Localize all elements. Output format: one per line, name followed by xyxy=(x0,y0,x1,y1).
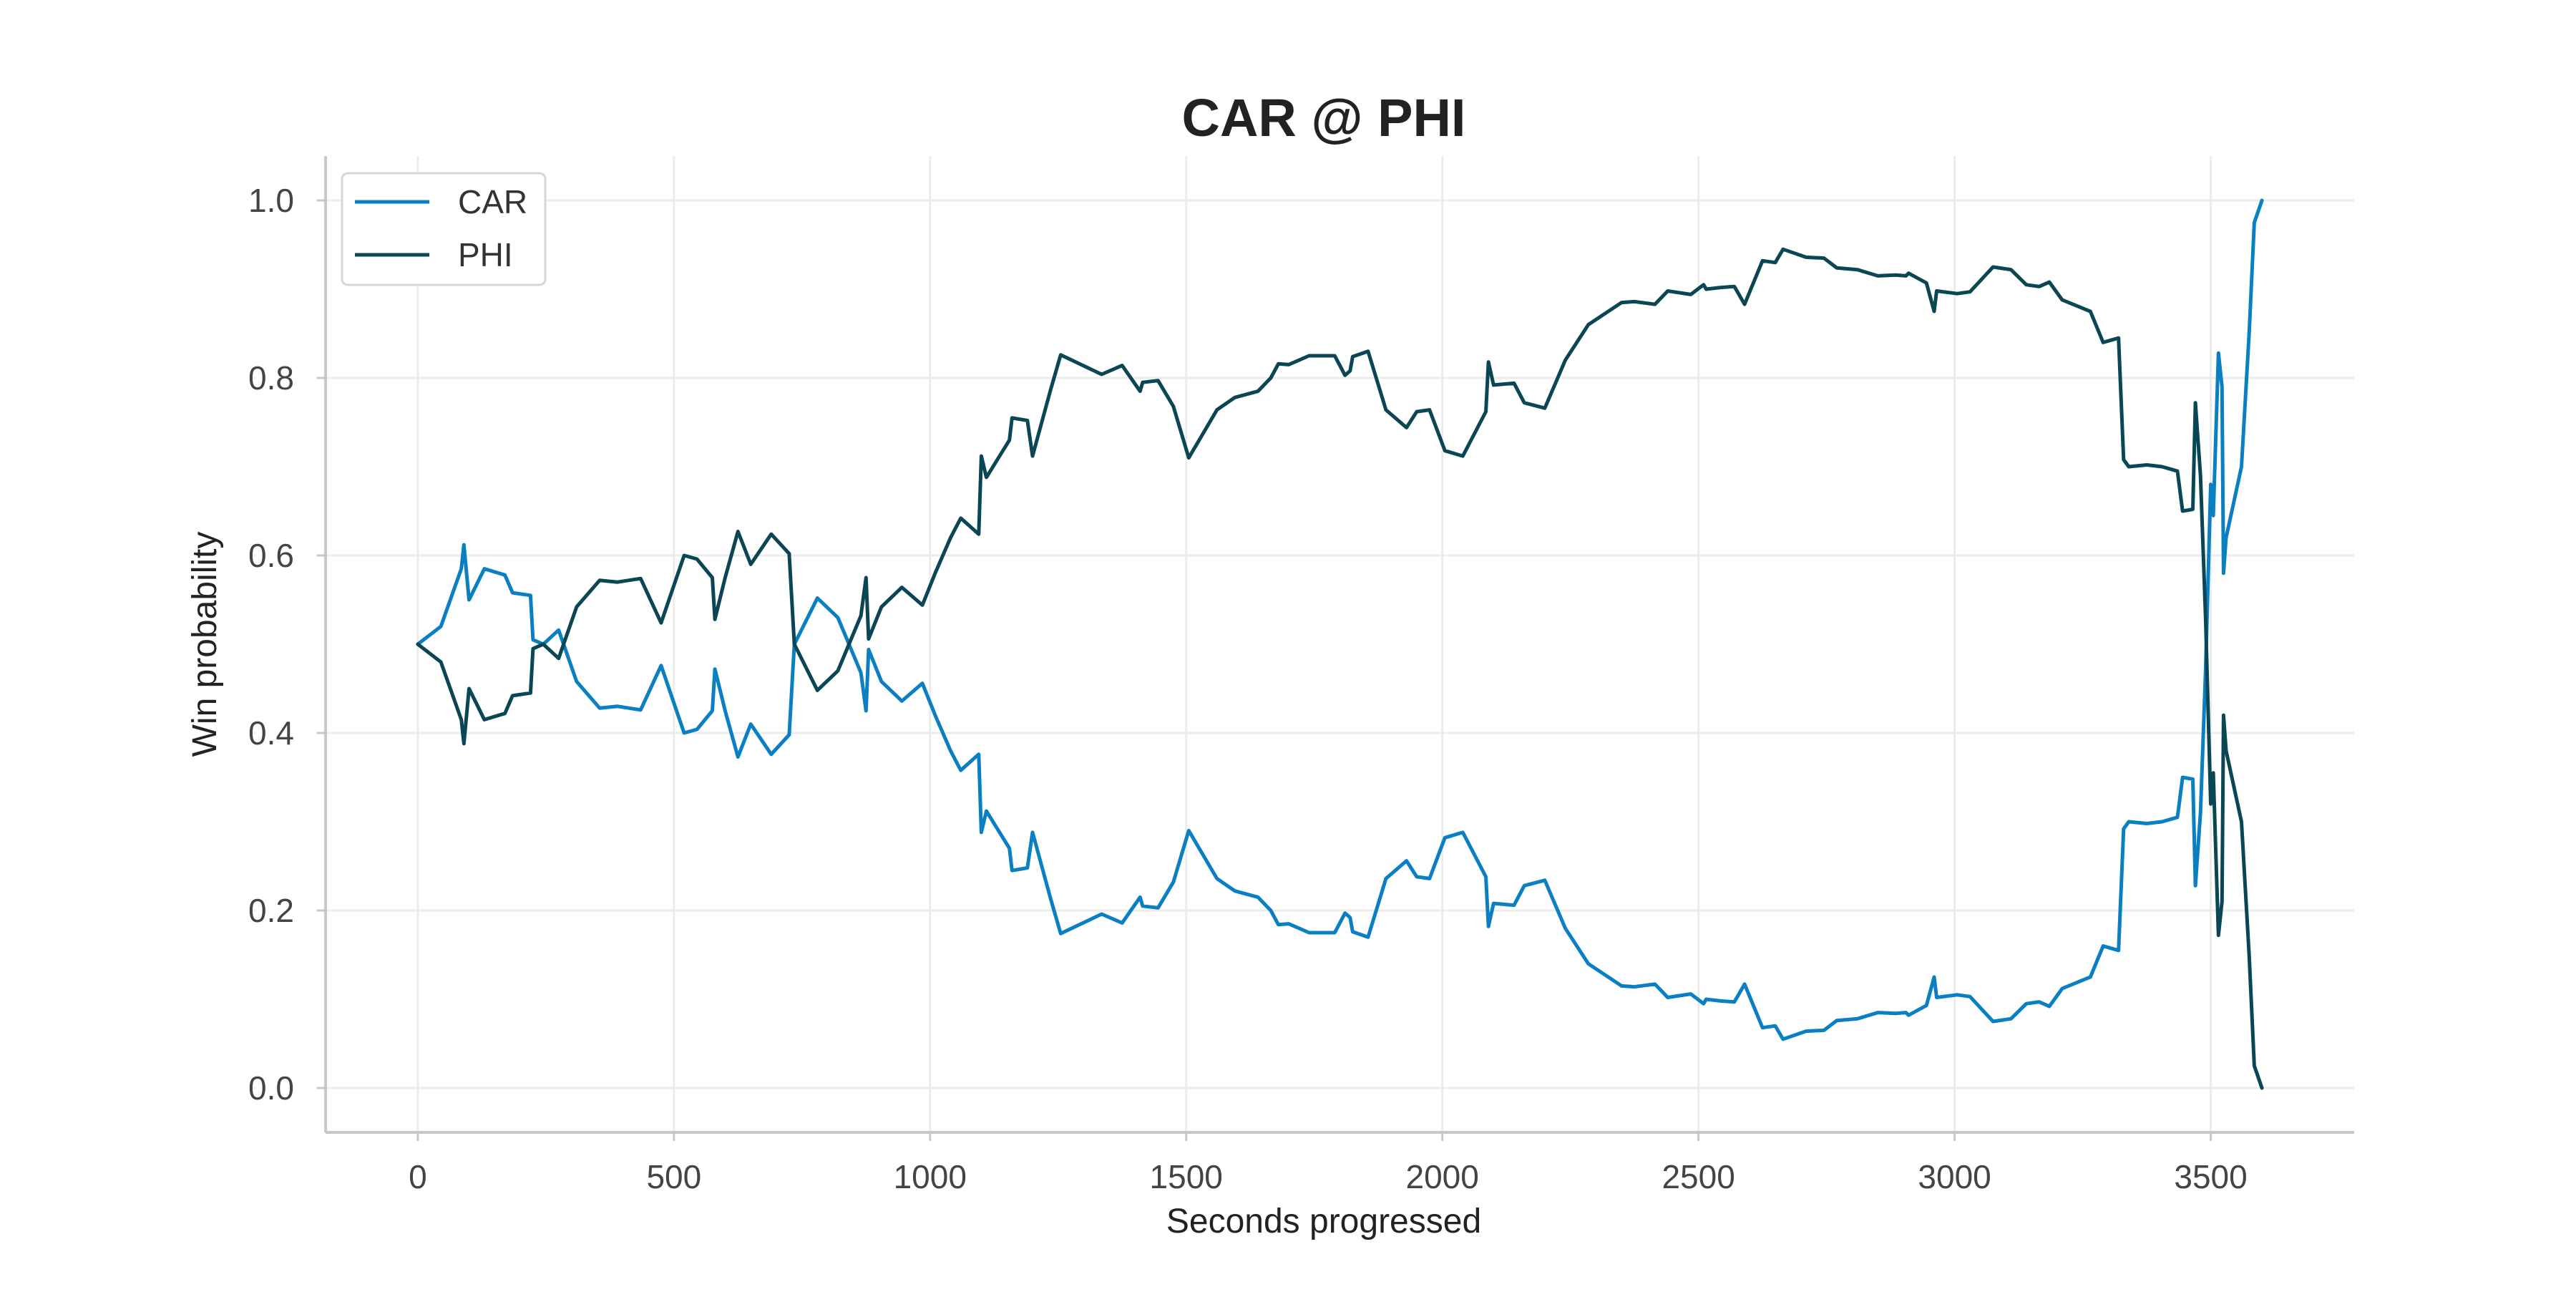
x-tick-label: 3000 xyxy=(1918,1158,1991,1195)
y-tick-label: 0.2 xyxy=(248,892,294,929)
x-tick-label: 1500 xyxy=(1150,1158,1223,1195)
series-lines xyxy=(416,198,2264,1090)
x-tick-label: 1000 xyxy=(894,1158,967,1195)
x-axis-ticks: 0 500 1000 1500 2000 2500 3000 3500 xyxy=(409,1132,2248,1195)
x-tick-label: 500 xyxy=(646,1158,701,1195)
x-tick-label: 2500 xyxy=(1662,1158,1735,1195)
legend-label-phi: PHI xyxy=(458,236,513,273)
grid xyxy=(326,156,2354,1132)
y-tick-label: 0.8 xyxy=(248,359,294,397)
y-tick-label: 0.6 xyxy=(248,537,294,574)
axes-spines xyxy=(324,156,2354,1134)
y-tick-label: 0.0 xyxy=(248,1069,294,1107)
x-tick-label: 0 xyxy=(409,1158,427,1195)
legend: CAR PHI xyxy=(341,172,547,286)
legend-label-car: CAR xyxy=(458,183,527,220)
series-line-phi xyxy=(416,247,2264,1090)
y-tick-label: 1.0 xyxy=(248,182,294,219)
x-tick-label: 2000 xyxy=(1406,1158,1479,1195)
x-axis-label: Seconds progressed xyxy=(1166,1203,1481,1240)
x-tick-label: 3500 xyxy=(2174,1158,2247,1195)
chart-title: CAR @ PHI xyxy=(1182,88,1466,147)
y-tick-label: 0.4 xyxy=(248,714,294,752)
y-axis-label: Win probability xyxy=(186,532,224,757)
y-axis-ticks: 0.0 0.2 0.4 0.6 0.8 1.0 xyxy=(248,182,326,1107)
series-line-car xyxy=(416,198,2264,1041)
